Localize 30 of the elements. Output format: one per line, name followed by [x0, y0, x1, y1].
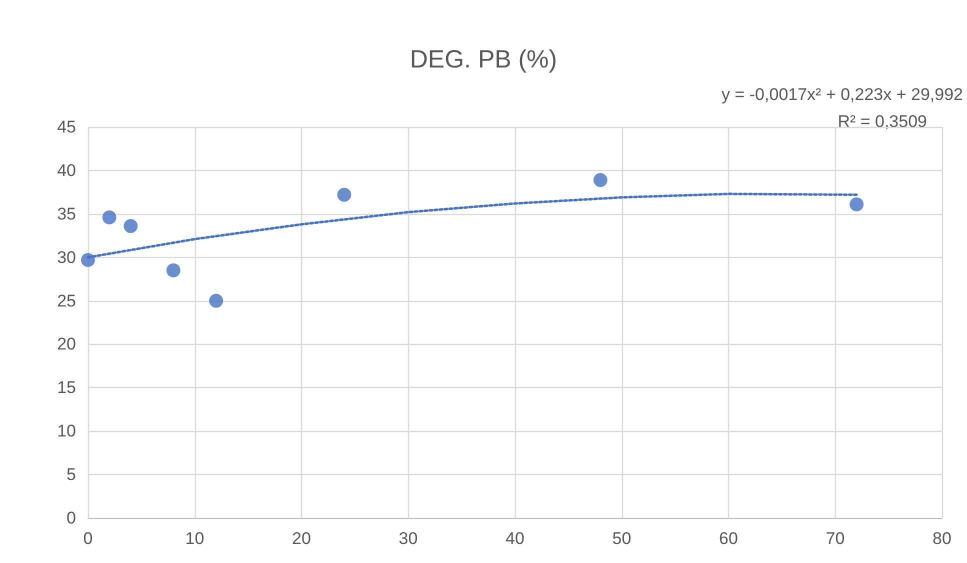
point — [593, 173, 608, 187]
y-tick-label: 30 — [57, 248, 76, 267]
x-tick-label: 60 — [719, 529, 738, 548]
x-tick-label: 10 — [185, 529, 204, 548]
point — [81, 252, 95, 267]
point — [102, 210, 116, 224]
x-tick-label: 80 — [932, 529, 952, 548]
point — [850, 197, 864, 212]
point — [166, 263, 180, 278]
y-tick-label: 0 — [66, 508, 76, 528]
point — [124, 219, 138, 234]
x-tick-label: 70 — [826, 529, 845, 548]
y-tick-label: 45 — [57, 118, 76, 136]
point — [337, 188, 352, 202]
text: y = -0,0017x² + 0,223x + 29,992 — [722, 85, 964, 104]
x-tick-label: 40 — [506, 529, 524, 548]
x-tick-label: 30 — [398, 529, 418, 548]
point — [209, 294, 224, 308]
y-tick-label: 5 — [66, 465, 76, 484]
chart-title: DEG. PB (%) — [410, 46, 558, 74]
y-tick-label: 10 — [57, 422, 76, 441]
x-tick-label: 50 — [612, 529, 632, 548]
y-tick-label: 35 — [57, 204, 76, 224]
y-tick-label: 25 — [57, 291, 76, 310]
y-tick-label: 20 — [57, 334, 76, 354]
x-tick-label: 0 — [83, 529, 93, 548]
y-tick-label: 40 — [57, 160, 76, 180]
y-tick-label: 15 — [57, 378, 76, 398]
x-tick-label: 20 — [292, 529, 311, 548]
annotation: R² = 0,3509 — [838, 112, 928, 131]
